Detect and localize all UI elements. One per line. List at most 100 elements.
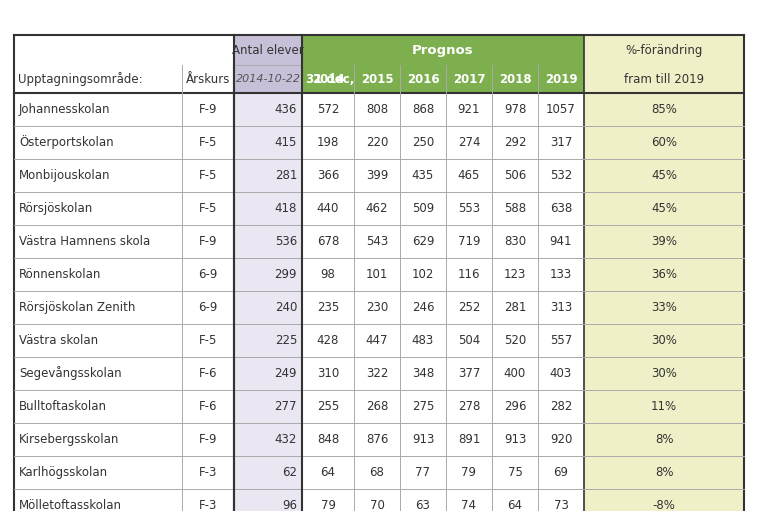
Bar bbox=[584, 126, 744, 159]
Text: 509: 509 bbox=[412, 202, 434, 215]
Text: 317: 317 bbox=[550, 136, 572, 149]
Text: 98: 98 bbox=[321, 268, 336, 281]
Text: 2014-10-22: 2014-10-22 bbox=[236, 74, 300, 84]
Text: 60%: 60% bbox=[651, 136, 677, 149]
Bar bbox=[584, 291, 744, 324]
Text: F-6: F-6 bbox=[199, 367, 218, 380]
Text: 74: 74 bbox=[462, 499, 477, 511]
Text: 101: 101 bbox=[366, 268, 388, 281]
Text: F-6: F-6 bbox=[199, 400, 218, 413]
Text: 296: 296 bbox=[504, 400, 526, 413]
Bar bbox=[234, 35, 302, 93]
Text: 322: 322 bbox=[366, 367, 388, 380]
Text: 230: 230 bbox=[366, 301, 388, 314]
Text: Kirsebergsskolan: Kirsebergsskolan bbox=[19, 433, 119, 446]
Bar bbox=[584, 93, 744, 126]
Bar bbox=[14, 192, 744, 225]
Bar bbox=[234, 423, 302, 456]
Text: 310: 310 bbox=[317, 367, 339, 380]
Text: Mölletoftasskolan: Mölletoftasskolan bbox=[19, 499, 122, 511]
Text: Årskurs: Årskurs bbox=[186, 73, 230, 85]
Text: Antal elever: Antal elever bbox=[232, 43, 304, 57]
Text: 292: 292 bbox=[504, 136, 526, 149]
Text: 808: 808 bbox=[366, 103, 388, 116]
Bar bbox=[14, 225, 744, 258]
Bar bbox=[234, 291, 302, 324]
Text: Västra Hamnens skola: Västra Hamnens skola bbox=[19, 235, 150, 248]
Bar bbox=[584, 35, 744, 93]
Text: 275: 275 bbox=[412, 400, 434, 413]
Bar bbox=[234, 225, 302, 258]
Text: 75: 75 bbox=[508, 466, 522, 479]
Text: 8%: 8% bbox=[655, 433, 673, 446]
Text: 255: 255 bbox=[317, 400, 339, 413]
Text: 403: 403 bbox=[550, 367, 572, 380]
Text: 64: 64 bbox=[321, 466, 336, 479]
Text: 1057: 1057 bbox=[546, 103, 576, 116]
Text: 31 dec,: 31 dec, bbox=[306, 73, 355, 85]
Text: F-3: F-3 bbox=[199, 466, 218, 479]
Text: 465: 465 bbox=[458, 169, 480, 182]
Text: F-5: F-5 bbox=[199, 169, 218, 182]
Text: 249: 249 bbox=[274, 367, 297, 380]
Bar bbox=[234, 258, 302, 291]
Bar bbox=[234, 357, 302, 390]
Text: 220: 220 bbox=[366, 136, 388, 149]
Bar bbox=[14, 489, 744, 511]
Text: 69: 69 bbox=[553, 466, 568, 479]
Text: Monbijouskolan: Monbijouskolan bbox=[19, 169, 111, 182]
Text: 400: 400 bbox=[504, 367, 526, 380]
Text: 198: 198 bbox=[317, 136, 339, 149]
Bar bbox=[584, 258, 744, 291]
Text: 278: 278 bbox=[458, 400, 480, 413]
Text: 123: 123 bbox=[504, 268, 526, 281]
Text: 913: 913 bbox=[412, 433, 434, 446]
Text: 68: 68 bbox=[370, 466, 384, 479]
Bar bbox=[14, 291, 744, 324]
Text: 8%: 8% bbox=[655, 466, 673, 479]
Text: 348: 348 bbox=[412, 367, 434, 380]
Text: 281: 281 bbox=[274, 169, 297, 182]
Text: 848: 848 bbox=[317, 433, 339, 446]
Text: 462: 462 bbox=[366, 202, 388, 215]
Text: 978: 978 bbox=[504, 103, 526, 116]
Text: Rörsjöskolan: Rörsjöskolan bbox=[19, 202, 93, 215]
Bar bbox=[584, 225, 744, 258]
Text: %-förändring: %-förändring bbox=[625, 43, 703, 57]
Text: 572: 572 bbox=[317, 103, 339, 116]
Text: Upptagningsområde:: Upptagningsområde: bbox=[18, 72, 143, 86]
Text: 418: 418 bbox=[274, 202, 297, 215]
Text: 30%: 30% bbox=[651, 334, 677, 347]
Text: 447: 447 bbox=[366, 334, 388, 347]
Text: F-5: F-5 bbox=[199, 136, 218, 149]
Text: 96: 96 bbox=[282, 499, 297, 511]
Text: 281: 281 bbox=[504, 301, 526, 314]
Text: 235: 235 bbox=[317, 301, 339, 314]
Bar bbox=[234, 456, 302, 489]
Text: 33%: 33% bbox=[651, 301, 677, 314]
Text: 2015: 2015 bbox=[361, 73, 393, 85]
Bar bbox=[234, 324, 302, 357]
Bar bbox=[584, 390, 744, 423]
Text: 868: 868 bbox=[412, 103, 434, 116]
Text: Österportskolan: Österportskolan bbox=[19, 135, 114, 150]
Text: 133: 133 bbox=[550, 268, 572, 281]
Bar bbox=[234, 390, 302, 423]
Text: F-9: F-9 bbox=[199, 433, 218, 446]
Text: 39%: 39% bbox=[651, 235, 677, 248]
Bar bbox=[584, 357, 744, 390]
Text: Västra skolan: Västra skolan bbox=[19, 334, 98, 347]
Text: 102: 102 bbox=[412, 268, 434, 281]
Text: 920: 920 bbox=[550, 433, 572, 446]
Text: 240: 240 bbox=[274, 301, 297, 314]
Text: F-5: F-5 bbox=[199, 334, 218, 347]
Text: Johannesskolan: Johannesskolan bbox=[19, 103, 111, 116]
Text: 536: 536 bbox=[274, 235, 297, 248]
Text: 436: 436 bbox=[274, 103, 297, 116]
Text: 557: 557 bbox=[550, 334, 572, 347]
Text: 45%: 45% bbox=[651, 202, 677, 215]
Text: 520: 520 bbox=[504, 334, 526, 347]
Text: 2017: 2017 bbox=[453, 73, 485, 85]
Text: 6-9: 6-9 bbox=[199, 268, 218, 281]
Text: 2016: 2016 bbox=[407, 73, 440, 85]
